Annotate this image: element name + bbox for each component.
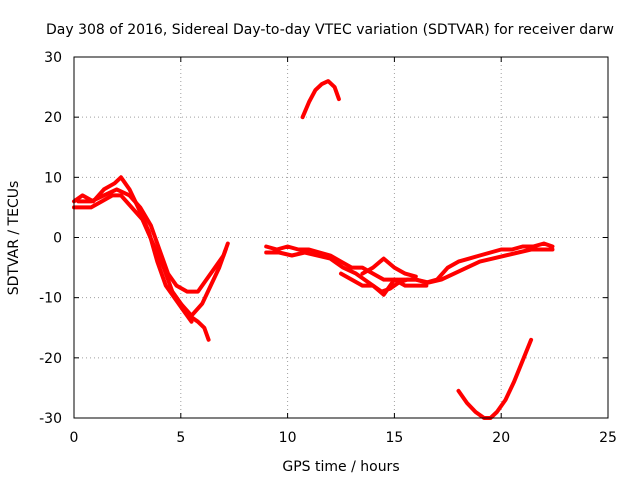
grid (74, 57, 608, 418)
y-tick-labels: -30 -20 -10 0 10 20 30 (39, 50, 62, 427)
y-tick-label: 20 (44, 110, 62, 126)
series-line-arc-3d (360, 256, 418, 279)
y-tick-label: 10 (44, 170, 62, 186)
x-tick-label: 25 (599, 430, 617, 446)
y-tick-label: -10 (39, 291, 62, 307)
chart-title: Day 308 of 2016, Sidereal Day-to-day VTE… (46, 22, 614, 38)
x-tick-label: 15 (385, 430, 403, 446)
x-tick-label: 10 (279, 430, 297, 446)
x-axis-label: GPS time / hours (282, 459, 399, 475)
y-tick-label: 30 (44, 50, 62, 66)
series-line-arc-4 (456, 337, 534, 420)
series-line-arc-1c (76, 187, 230, 294)
x-tick-label: 5 (176, 430, 185, 446)
x-tick-label: 0 (70, 430, 79, 446)
series-line-arc-2 (300, 79, 341, 120)
series-line-arc-1d (170, 247, 228, 318)
y-axis-label: SDTVAR / TECUs (6, 181, 22, 296)
x-tick-label: 20 (492, 430, 510, 446)
x-tick-labels: 0 5 10 15 20 25 (70, 430, 617, 446)
y-tick-label: -30 (39, 411, 62, 427)
series-group (72, 79, 555, 420)
series-line-arc-3b (264, 247, 555, 294)
axis-ticks (73, 56, 609, 419)
series-line-arc-3c (339, 271, 429, 297)
y-tick-label: 0 (53, 231, 62, 247)
y-tick-label: -20 (39, 351, 62, 367)
